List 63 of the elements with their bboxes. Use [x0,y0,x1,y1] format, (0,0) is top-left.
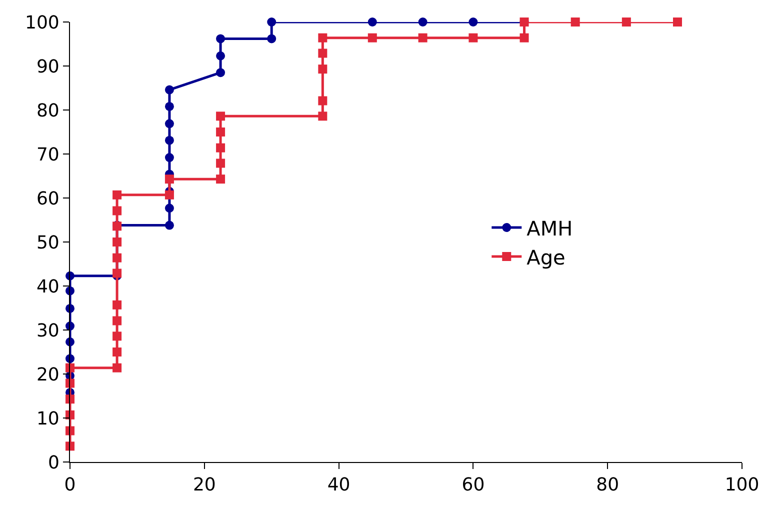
legend-label: Age [526,245,566,270]
point [267,18,276,26]
x-tick-label: 80 [596,474,620,496]
point [622,18,631,26]
point [112,253,122,262]
point [216,143,226,152]
point [318,33,328,42]
point [318,48,328,58]
x-tick-label: 20 [192,474,216,496]
point [216,51,226,60]
y-tick-label: 10 [36,408,60,430]
point [216,34,226,44]
point [164,136,174,145]
point [112,363,122,372]
point [112,316,122,326]
x-tick-label: 0 [64,474,76,496]
y-tick-label: 80 [36,100,60,122]
x-tick-label: 40 [327,474,350,496]
y-tick-label: 90 [36,56,60,78]
point [164,204,174,213]
point [112,190,122,200]
point [164,220,174,230]
point [216,112,226,121]
x-tick-label: 60 [462,474,485,496]
point [164,174,174,184]
point [216,68,226,78]
point [570,18,580,26]
point [112,206,122,216]
point [520,33,529,42]
y-tick-label: 0 [48,452,60,474]
point [418,18,428,26]
point [164,119,174,128]
point [318,64,328,74]
point [468,33,478,42]
x-tick-label: 100 [724,474,760,496]
point [112,268,122,278]
point [216,174,226,184]
point [216,128,226,136]
legend-label: AMH [526,216,573,240]
point [468,18,478,26]
point [164,85,174,94]
point [418,33,428,42]
y-tick-label: 70 [36,144,60,166]
y-tick-label: 60 [36,188,60,210]
point [216,158,226,168]
y-tick-label: 20 [36,364,60,386]
point [164,190,174,200]
y-tick-label: 40 [36,276,60,298]
y-tick-label: 50 [36,232,60,254]
point [112,332,122,341]
point [368,18,377,26]
point [112,348,122,356]
y-tick-label: 30 [36,320,60,342]
y-tick-label: 100 [25,12,60,34]
point [672,18,682,26]
point [112,300,122,310]
point [318,96,328,106]
point [164,102,174,111]
point [164,153,174,162]
point [112,238,122,246]
point [267,34,276,44]
point [368,33,377,42]
point [318,112,328,121]
